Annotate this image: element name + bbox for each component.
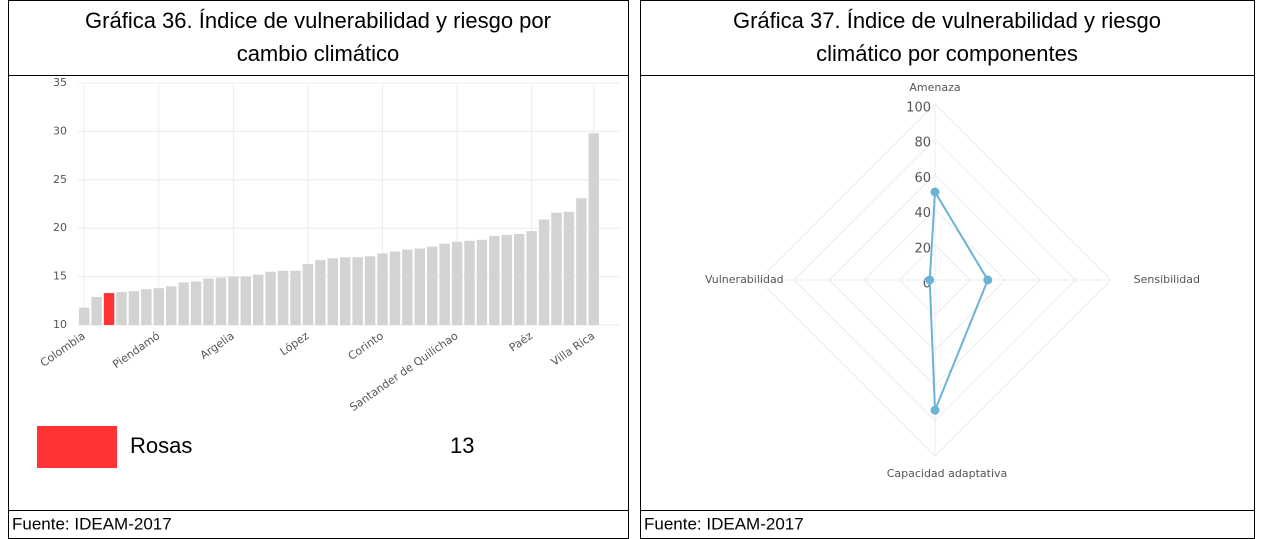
- r-tick-label: 20: [914, 241, 931, 256]
- bar: [339, 257, 351, 325]
- bar: [228, 276, 239, 325]
- x-tick-label: Argelia: [198, 329, 237, 362]
- y-tick-label: 35: [53, 76, 67, 89]
- radar-line: [928, 188, 989, 411]
- x-tick-label: Paéz: [507, 329, 535, 354]
- bar: [277, 270, 289, 325]
- x-tick-label: Colombia: [38, 329, 88, 369]
- r-tick-label: 100: [906, 101, 931, 116]
- source: Fuente: IDEAM-2017: [644, 514, 804, 533]
- legend-name: Rosas: [130, 433, 192, 458]
- bar: [190, 281, 202, 325]
- right-cell: [640, 0, 1255, 511]
- bar: [389, 251, 401, 325]
- bar: [141, 289, 152, 325]
- bar: [116, 292, 127, 325]
- left-cell: [8, 0, 629, 511]
- axis-label: Sensibilidad: [1134, 273, 1200, 286]
- bar: [215, 277, 227, 325]
- bar: [563, 211, 575, 325]
- source: Fuente: IDEAM-2017: [12, 514, 172, 533]
- bar: [476, 239, 488, 325]
- radar-point: [930, 187, 940, 197]
- x-tick-label: Piendamó: [110, 329, 162, 371]
- bar: [128, 291, 140, 325]
- bar: [315, 260, 326, 325]
- bar: [402, 249, 413, 325]
- bar: [165, 286, 177, 325]
- x-tick-label: Villa Rica: [549, 329, 598, 368]
- bar: [414, 248, 426, 325]
- bar: [526, 231, 537, 325]
- header-line: Gráfica 36. Índice de vulnerabilidad y r…: [85, 8, 551, 33]
- bar: [103, 293, 115, 325]
- r-tick-label: 0: [923, 277, 931, 292]
- x-tick-label: López: [278, 329, 312, 358]
- bar: [352, 257, 363, 325]
- y-tick-label: 15: [53, 270, 67, 283]
- bar: [489, 235, 500, 325]
- bar: [252, 274, 264, 325]
- bar: [203, 278, 214, 325]
- header-line: Gráfica 37. Índice de vulnerabilidad y r…: [733, 8, 1161, 33]
- bar: [513, 234, 525, 325]
- bar: [91, 296, 102, 325]
- y-tick-label: 30: [53, 124, 67, 137]
- bar: [240, 276, 252, 325]
- legend-swatch: [37, 426, 117, 468]
- bar: [302, 264, 314, 325]
- axis-label: Capacidad adaptativa: [887, 467, 1008, 480]
- bar: [451, 241, 463, 325]
- radar-point: [983, 275, 993, 285]
- legend-value: 13: [450, 433, 474, 458]
- bar: [538, 219, 550, 325]
- bar: [178, 282, 189, 325]
- r-tick-label: 40: [914, 206, 931, 221]
- y-tick-label: 25: [53, 173, 67, 186]
- bar: [551, 212, 562, 325]
- bar: [439, 243, 450, 325]
- axis-label: Vulnerabilidad: [705, 273, 784, 286]
- bar: [501, 234, 513, 325]
- y-tick-label: 20: [53, 221, 67, 234]
- bar: [327, 258, 339, 325]
- radar-point: [930, 405, 940, 415]
- r-tick-label: 60: [914, 171, 931, 186]
- bar: [290, 270, 301, 325]
- bar: [426, 246, 438, 325]
- bar: [265, 271, 276, 325]
- x-tick-label: Corinto: [346, 329, 386, 363]
- bar: [364, 256, 376, 325]
- bar: [464, 240, 475, 325]
- radar-point: [925, 275, 935, 285]
- bar: [377, 253, 388, 325]
- bar: [78, 307, 90, 325]
- bar: [576, 198, 587, 325]
- bar: [588, 133, 600, 325]
- y-tick-label: 10: [53, 318, 67, 331]
- bar: [153, 288, 165, 325]
- header-line: cambio climático: [237, 41, 400, 66]
- axis-label: Amenaza: [909, 81, 960, 94]
- r-tick-label: 80: [914, 136, 931, 151]
- header-line: climático por componentes: [816, 41, 1078, 66]
